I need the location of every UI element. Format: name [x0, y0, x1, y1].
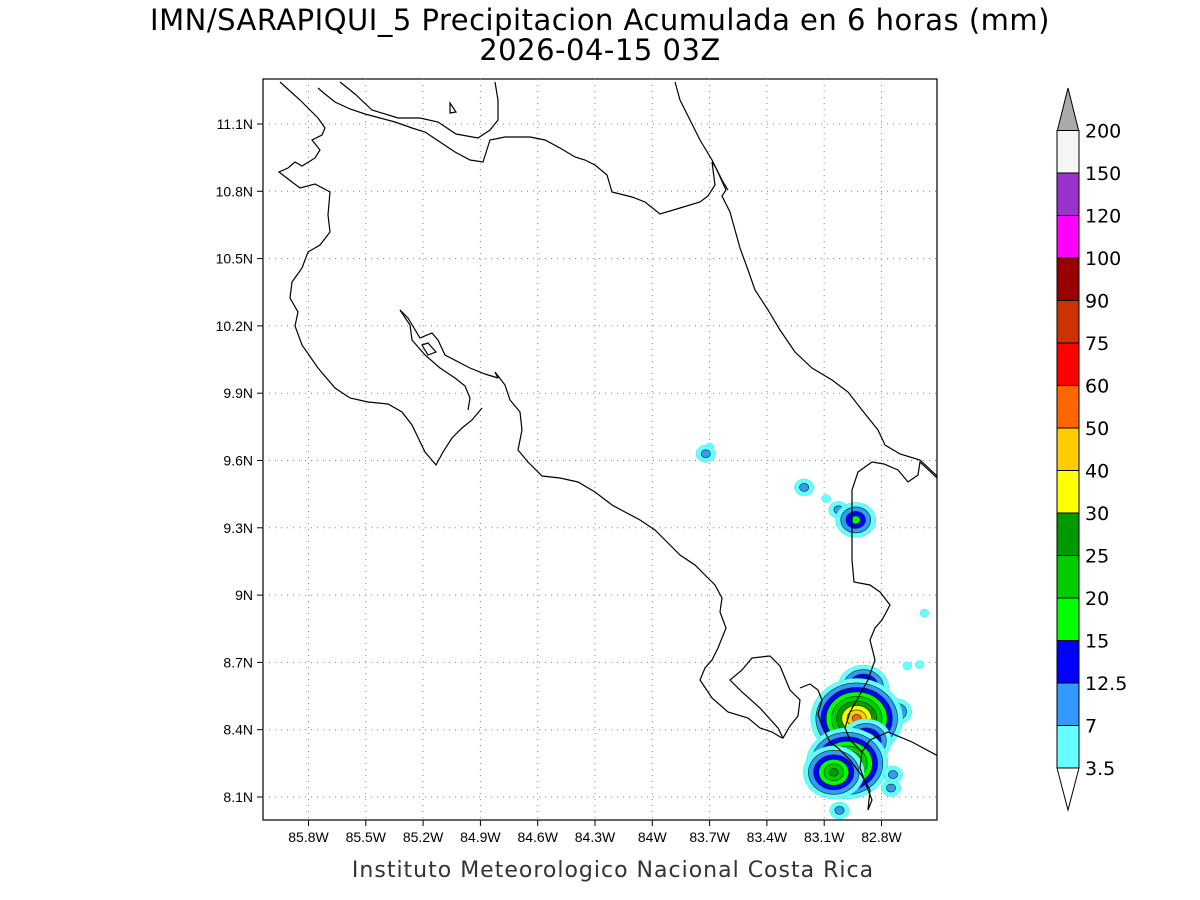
lon-tick-label: 84W	[638, 829, 668, 845]
lat-tick-label: 8.4N	[223, 722, 253, 738]
lon-tick-label: 83.4W	[747, 829, 788, 845]
colorbar-swatch	[1056, 640, 1080, 684]
longitude-ticks: 85.8W 85.5W 85.2W 84.9W 84.6W 84.3W 84W 83.7W 83…	[288, 820, 903, 845]
precip-cell	[882, 765, 903, 784]
colorbar-label: 20	[1085, 588, 1109, 610]
colorbar-legend: 3.5 7 12.5 15 20 25 30 40 50 60 75 90 100 120 150 200	[1056, 87, 1127, 812]
colorbar-label: 75	[1085, 333, 1109, 355]
colorbar-under-arrow	[1056, 767, 1080, 812]
precip-contour	[914, 660, 925, 669]
lon-tick-label: 85.8W	[288, 829, 329, 845]
precip-cell	[835, 502, 877, 538]
lon-tick-label: 83.7W	[689, 829, 730, 845]
map-title: IMN/SARAPIQUI_5 Precipitacion Acumulada …	[150, 3, 1050, 37]
precip-cell	[695, 445, 716, 463]
lat-tick-label: 8.1N	[223, 789, 253, 805]
lon-tick-label: 83.1W	[804, 829, 845, 845]
colorbar-label: 40	[1085, 461, 1109, 483]
colorbar-swatch	[1056, 300, 1080, 344]
precip-contour	[834, 806, 845, 815]
coastline	[277, 81, 937, 811]
precip-contour	[821, 494, 831, 503]
lon-tick-label: 84.9W	[460, 829, 501, 845]
precip-contour	[828, 768, 839, 777]
colorbar-swatch	[1056, 597, 1080, 641]
precip-contour	[902, 661, 913, 671]
lat-tick-label: 9N	[235, 587, 253, 603]
lon-tick-label: 85.5W	[346, 829, 387, 845]
precip-cell	[821, 494, 831, 503]
colorbar-over-arrow	[1056, 87, 1080, 133]
colorbar-label: 3.5	[1085, 758, 1115, 780]
lat-tick-label: 10.8N	[216, 183, 253, 199]
colorbar-swatch	[1056, 427, 1080, 471]
colorbar-swatch	[1056, 470, 1080, 514]
colorbar-swatch	[1056, 512, 1080, 556]
colorbar-swatch	[1056, 342, 1080, 386]
colorbar-label: 50	[1085, 418, 1109, 440]
precip-contour	[799, 483, 810, 492]
lat-tick-label: 11.1N	[217, 116, 253, 132]
colorbar-label: 7	[1085, 716, 1097, 738]
colorbar-label: 120	[1085, 206, 1121, 228]
colorbar-label: 150	[1085, 163, 1121, 185]
lat-tick-label: 9.6N	[223, 453, 253, 469]
precip-contour	[850, 515, 861, 525]
colorbar-swatch	[1056, 172, 1080, 216]
colorbar-label: 25	[1085, 546, 1109, 568]
colorbar-swatch	[1056, 215, 1080, 259]
lat-tick-label: 9.9N	[223, 385, 253, 401]
precip-cell	[902, 661, 913, 671]
colorbar-label: 12.5	[1085, 673, 1127, 695]
map-panel[interactable]: 85.8W 85.5W 85.2W 84.9W 84.6W 84.3W 84W 83.7W 83…	[216, 78, 938, 845]
map-subtitle: 2026-04-15 03Z	[479, 33, 721, 67]
precip-cell	[794, 478, 815, 497]
lon-tick-label: 85.2W	[403, 829, 444, 845]
precip-cell	[914, 660, 925, 669]
colorbar-label: 60	[1085, 376, 1109, 398]
colorbar-swatch	[1056, 725, 1080, 769]
precip-cell	[803, 745, 865, 800]
colorbar-label: 15	[1085, 631, 1109, 653]
lat-tick-label: 9.3N	[223, 520, 253, 536]
lon-tick-label: 84.3W	[575, 829, 616, 845]
precip-contour	[886, 783, 896, 793]
colorbar-label: 30	[1085, 503, 1109, 525]
lon-tick-label: 82.8W	[861, 829, 902, 845]
credit-text: Instituto Meteorologico Nacional Costa R…	[352, 858, 874, 883]
precip-cell	[881, 779, 902, 797]
lon-tick-label: 84.6W	[517, 829, 558, 845]
colorbar-swatch	[1056, 385, 1080, 429]
colorbar-label: 100	[1085, 248, 1121, 270]
lat-tick-label: 10.2N	[216, 318, 253, 334]
precip-contour	[700, 449, 711, 459]
graticule	[263, 79, 937, 820]
precip-cell	[829, 801, 850, 820]
precipitation-field	[695, 442, 930, 820]
colorbar-swatch	[1056, 555, 1080, 599]
lat-tick-label: 8.7N	[223, 654, 253, 670]
colorbar-label: 200	[1085, 121, 1121, 143]
colorbar-swatch	[1056, 257, 1080, 301]
precip-cell	[919, 608, 930, 618]
precip-contour	[888, 770, 898, 779]
lat-tick-label: 10.5N	[216, 251, 253, 267]
precip-contour	[919, 608, 930, 618]
latitude-ticks: 11.1N 10.8N 10.5N 10.2N 9.9N 9.6N 9.3N 9N 8.7N 8.…	[216, 116, 263, 805]
colorbar-label: 90	[1085, 291, 1109, 313]
colorbar-swatch	[1056, 130, 1080, 174]
colorbar-swatch	[1056, 682, 1080, 726]
